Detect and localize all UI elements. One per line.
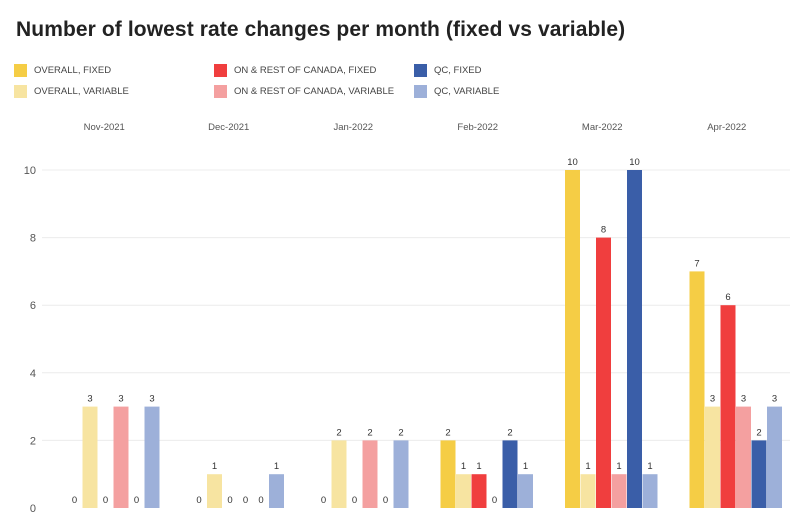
bar (767, 406, 782, 508)
data-label: 1 (274, 461, 279, 472)
data-label: 0 (103, 495, 108, 506)
data-label: 1 (476, 461, 481, 472)
legend-label: OVERALL, FIXED (34, 64, 112, 76)
bar (502, 440, 518, 508)
bar (393, 440, 409, 508)
legend-item-overall-variable[interactable]: OVERALL, VARIABLE (14, 84, 129, 98)
data-label: 10 (629, 157, 640, 168)
bar (596, 237, 611, 508)
x-tick-label: Apr-2022 (707, 122, 746, 133)
legend-item-qc-variable[interactable]: QC, VARIABLE (414, 84, 499, 98)
bar (611, 474, 627, 508)
data-label: 3 (149, 394, 154, 405)
legend: OVERALL, FIXED OVERALL, VARIABLE ON & RE… (14, 63, 574, 103)
data-label: 1 (523, 461, 528, 472)
bar (362, 440, 378, 508)
data-label: 2 (445, 427, 450, 438)
data-label: 1 (212, 461, 217, 472)
legend-swatch (414, 84, 427, 98)
y-tick-label: 4 (30, 368, 36, 380)
legend-swatch (214, 63, 227, 77)
data-label: 10 (567, 157, 578, 168)
data-label: 0 (492, 495, 497, 506)
y-tick-label: 8 (30, 233, 36, 245)
data-label: 2 (507, 427, 512, 438)
y-tick-label: 0 (30, 503, 36, 515)
data-label: 0 (321, 495, 326, 506)
legend-label: QC, FIXED (434, 64, 482, 76)
data-label: 3 (710, 394, 715, 405)
bar (642, 474, 658, 508)
legend-label: QC, VARIABLE (434, 85, 500, 97)
chart-title: Number of lowest rate changes per month … (16, 18, 626, 41)
y-tick-label: 10 (24, 165, 36, 177)
data-label: 0 (196, 495, 201, 506)
bar (144, 406, 160, 508)
legend-swatch (14, 84, 27, 98)
data-label: 3 (772, 394, 777, 405)
x-tick-label: Nov-2021 (84, 122, 125, 133)
bar (456, 474, 471, 508)
data-label: 2 (398, 427, 403, 438)
legend-item-qc-fixed[interactable]: QC, FIXED (414, 63, 482, 77)
data-label: 0 (352, 495, 357, 506)
bar (705, 406, 720, 508)
data-label: 6 (725, 292, 730, 303)
data-label: 7 (694, 258, 699, 269)
data-label: 0 (134, 495, 139, 506)
bar (331, 440, 347, 508)
data-label: 3 (87, 394, 92, 405)
data-label: 0 (243, 495, 248, 506)
y-tick-label: 6 (30, 300, 36, 312)
bar (565, 170, 580, 508)
data-label: 1 (647, 461, 652, 472)
data-label: 3 (741, 394, 746, 405)
legend-item-on-fixed[interactable]: ON & REST OF CANADA, FIXED (214, 63, 376, 77)
data-label: 0 (72, 495, 77, 506)
data-label: 0 (258, 495, 263, 506)
bar (113, 406, 129, 508)
data-label: 1 (461, 461, 466, 472)
bar (471, 474, 487, 508)
x-tick-label: Dec-2021 (208, 122, 249, 133)
x-tick-label: Jan-2022 (333, 122, 373, 133)
bar (736, 406, 751, 508)
data-label: 8 (601, 225, 606, 236)
bar (627, 170, 642, 508)
legend-item-overall-fixed[interactable]: OVERALL, FIXED (14, 63, 111, 77)
data-label: 2 (756, 427, 761, 438)
data-label: 0 (383, 495, 388, 506)
legend-swatch (214, 84, 227, 98)
legend-swatch (414, 63, 427, 77)
y-tick-label: 2 (30, 435, 36, 447)
bar (518, 474, 533, 508)
data-label: 2 (367, 427, 372, 438)
bar (751, 440, 767, 508)
data-label: 3 (118, 394, 123, 405)
bar (440, 440, 456, 508)
bar (207, 474, 222, 508)
data-label: 2 (336, 427, 341, 438)
x-tick-label: Feb-2022 (457, 122, 498, 133)
legend-item-on-variable[interactable]: ON & REST OF CANADA, VARIABLE (214, 84, 394, 98)
legend-label: ON & REST OF CANADA, FIXED (234, 64, 377, 76)
legend-swatch (14, 63, 27, 77)
bar (82, 406, 98, 508)
bar (580, 474, 596, 508)
data-label: 1 (585, 461, 590, 472)
bar (689, 271, 705, 508)
bar (269, 474, 284, 508)
legend-label: OVERALL, VARIABLE (34, 85, 129, 97)
data-label: 1 (616, 461, 621, 472)
legend-label: ON & REST OF CANADA, VARIABLE (234, 85, 395, 97)
data-label: 0 (227, 495, 232, 506)
x-tick-label: Mar-2022 (582, 122, 623, 133)
bar (720, 305, 736, 508)
